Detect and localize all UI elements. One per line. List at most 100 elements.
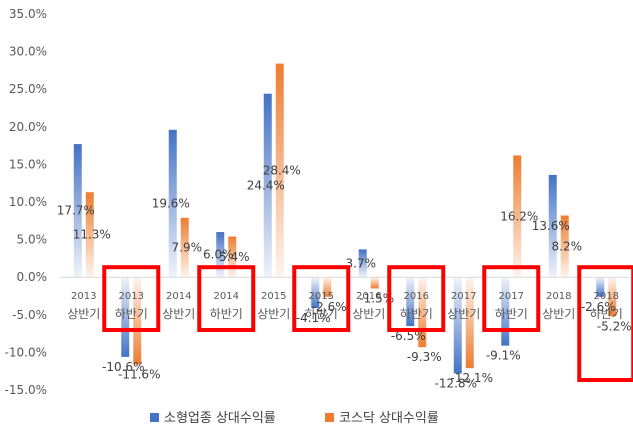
data-label: -5.2% — [597, 319, 632, 333]
data-label: -9.1% — [486, 349, 521, 363]
bar-series-1 — [596, 277, 605, 297]
data-label: -12.1% — [451, 371, 493, 385]
category-year-label: 2013 — [119, 291, 144, 302]
data-label: -2.6% — [312, 300, 347, 314]
data-label: 16.2% — [500, 209, 538, 223]
bar-series-2 — [275, 63, 284, 278]
highlight-box — [292, 265, 351, 333]
category-half-label: 하반기 — [305, 307, 338, 321]
data-label: 17.7% — [57, 204, 95, 218]
highlight-box — [577, 265, 633, 383]
data-label: 28.4% — [263, 163, 301, 177]
data-label: 6.0% — [203, 248, 234, 262]
category-year-label: 2014 — [214, 291, 239, 302]
highlight-box — [197, 265, 256, 333]
y-tick-label: 5.0% — [17, 233, 48, 247]
bar-series-2 — [560, 215, 569, 278]
category-half-label: 하반기 — [400, 307, 433, 321]
bar-series-2 — [418, 277, 427, 348]
category-half-label: 상반기 — [67, 307, 100, 321]
bar-series-2 — [133, 277, 142, 365]
bar-series-1 — [121, 277, 130, 357]
y-tick-label: 30.0% — [9, 45, 47, 59]
bar-series-1 — [501, 277, 510, 346]
y-tick-label: 0.0% — [17, 270, 48, 284]
data-label: 7.9% — [172, 240, 203, 254]
data-label: -1.5% — [359, 291, 394, 305]
bar-series-1 — [73, 144, 82, 278]
data-label: 13.6% — [532, 219, 570, 233]
category-year-label: 2017 — [451, 291, 476, 302]
category-year-label: 2015 — [309, 291, 334, 302]
category-half-label: 상반기 — [542, 307, 575, 321]
bar-series-1 — [168, 129, 177, 278]
bar-series-2 — [323, 277, 332, 297]
category-year-label: 2016 — [356, 291, 381, 302]
bar-series-2 — [513, 155, 522, 278]
y-tick-label: 35.0% — [9, 7, 47, 21]
y-axis: -15.0% -10.0% -5.0% 0.0% 5.0% 10.0% 15.0% 20.0%… — [5, 7, 47, 397]
category-year-label: 2015 — [261, 291, 286, 302]
data-label: -12.8% — [435, 376, 477, 390]
category-half-label: 상반기 — [352, 307, 385, 321]
bars — [73, 63, 617, 374]
category-year-label: 2018 — [594, 291, 619, 302]
bar-series-1 — [263, 93, 272, 278]
bar-series-2 — [608, 277, 617, 317]
y-tick-label: -10.0% — [5, 345, 47, 359]
bar-series-2 — [180, 217, 189, 278]
category-half-label: 상반기 — [257, 307, 290, 321]
category-year-label: 2017 — [499, 291, 524, 302]
category-half-label: 하반기 — [210, 307, 243, 321]
y-tick-label: 20.0% — [9, 120, 47, 134]
highlight-box — [387, 265, 446, 333]
bar-series-2 — [228, 236, 237, 278]
bar-series-2 — [465, 277, 474, 369]
highlight-boxes — [102, 265, 633, 383]
legend-label: 코스닥 상대수익률 — [339, 411, 439, 426]
y-tick-label: 15.0% — [9, 157, 47, 171]
highlight-box — [102, 265, 161, 333]
data-label: 19.6% — [152, 197, 190, 211]
y-tick-label: 10.0% — [9, 195, 47, 209]
legend: 소형업종 상대수익률 코스닥 상대수익률 — [150, 411, 439, 426]
bar-series-1 — [548, 174, 557, 278]
category-year-label: 2014 — [166, 291, 191, 302]
category-half-label: 하반기 — [115, 307, 148, 321]
x-axis-labels: 2013 상반기 2013 하반기 2014 상반기 2014 하반기 2015 상반기 2015 하… — [67, 291, 623, 321]
y-tick-label: -5.0% — [12, 308, 47, 322]
bar-series-2 — [85, 192, 94, 278]
category-half-label: 하반기 — [495, 307, 528, 321]
data-labels: 17.7% 11.3% -10.6%-11.6% 19.6% 7.9%6.0%5.4% 2… — [57, 163, 632, 390]
category-year-label: 2016 — [404, 291, 429, 302]
highlight-box — [482, 265, 541, 333]
bar-series-2 — [370, 277, 379, 289]
category-half-label: 상반기 — [162, 307, 195, 321]
y-tick-label: -15.0% — [5, 383, 47, 397]
data-label: 8.2% — [552, 239, 583, 253]
data-label: 5.4% — [219, 250, 250, 264]
legend-swatch — [150, 413, 159, 422]
legend-label: 소형업종 상대수익률 — [164, 411, 276, 426]
bar-series-1 — [406, 277, 415, 327]
data-label: 24.4% — [247, 178, 285, 192]
data-label: -2.6% — [581, 300, 616, 314]
data-label: -4.1% — [296, 311, 331, 325]
bar-series-1 — [453, 277, 462, 374]
bar-series-1 — [311, 277, 320, 309]
bar-series-1 — [358, 249, 367, 278]
data-label: 11.3% — [73, 228, 111, 242]
data-label: -6.5% — [391, 329, 426, 343]
data-label: -11.6% — [118, 367, 160, 381]
data-label: 3.7% — [346, 256, 377, 270]
category-half-label: 하반기 — [590, 307, 623, 321]
data-label: -10.6% — [102, 360, 144, 374]
category-year-label: 2018 — [546, 291, 571, 302]
y-tick-label: 25.0% — [9, 82, 47, 96]
category-half-label: 상반기 — [447, 307, 480, 321]
data-label: -9.3% — [407, 350, 442, 364]
legend-swatch — [325, 413, 334, 422]
bar-series-1 — [216, 232, 225, 278]
